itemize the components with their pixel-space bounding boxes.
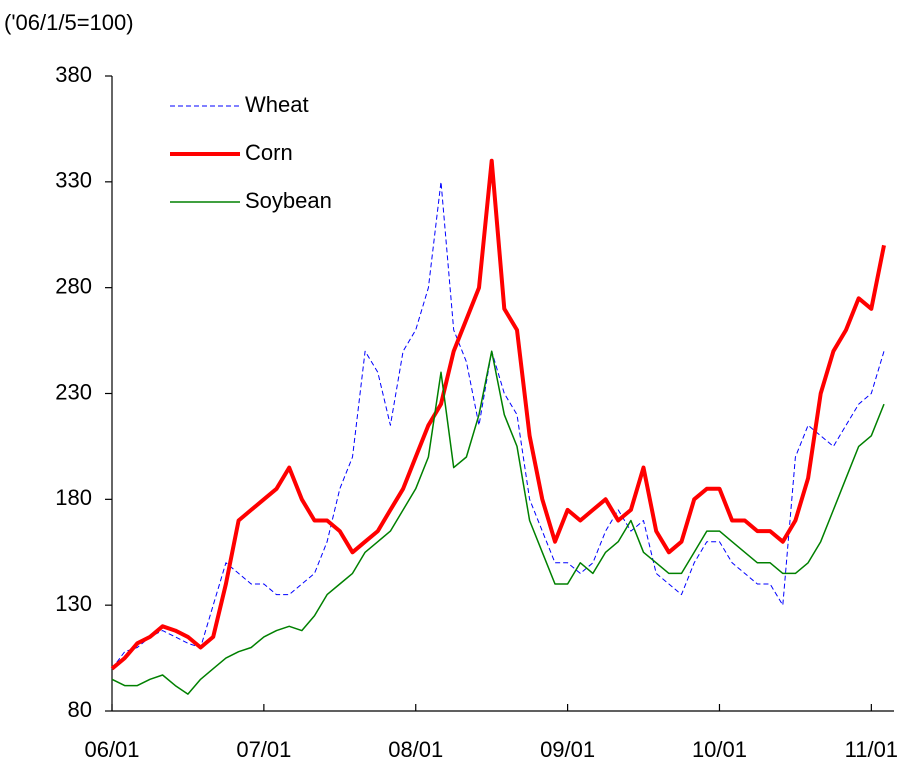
y-tick-label: 280 bbox=[55, 273, 92, 298]
y-tick-label: 330 bbox=[55, 168, 92, 193]
x-tick-label: 10/01 bbox=[692, 737, 747, 762]
x-tick-label: 08/01 bbox=[388, 737, 443, 762]
legend-label: Soybean bbox=[245, 188, 332, 213]
x-tick-label: 06/01 bbox=[84, 737, 139, 762]
y-tick-label: 230 bbox=[55, 379, 92, 404]
legend-label: Wheat bbox=[245, 92, 309, 117]
y-axis-label: ('06/1/5=100) bbox=[4, 10, 134, 35]
legend-label: Corn bbox=[245, 140, 293, 165]
series-line bbox=[110, 158, 886, 671]
y-tick-label: 80 bbox=[68, 697, 92, 722]
x-tick-label: 07/01 bbox=[236, 737, 291, 762]
series-line bbox=[111, 350, 885, 695]
x-tick-label: 09/01 bbox=[540, 737, 595, 762]
x-tick-label: 11/01 bbox=[845, 737, 898, 762]
y-tick-label: 130 bbox=[55, 591, 92, 616]
y-tick-label: 180 bbox=[55, 485, 92, 510]
y-tick-label: 380 bbox=[55, 62, 92, 87]
